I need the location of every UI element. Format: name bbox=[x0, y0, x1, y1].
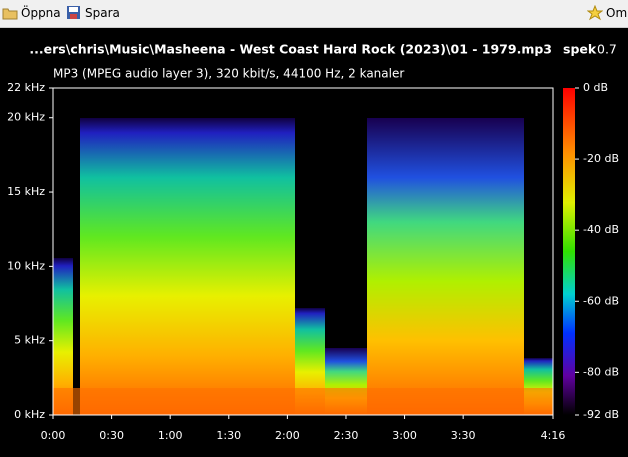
file-path: ...ers\chris\Music\Masheena - West Coast… bbox=[29, 42, 552, 57]
star-icon bbox=[587, 5, 603, 21]
x-tick-label: 2:30 bbox=[334, 429, 359, 442]
colorbar-tick-label: -20 dB bbox=[583, 152, 619, 165]
colorbar-tick-label: -40 dB bbox=[583, 223, 619, 236]
open-label: Öppna bbox=[21, 6, 61, 20]
colorbar-tick-label: -92 dB bbox=[583, 408, 619, 421]
x-tick-label: 3:00 bbox=[392, 429, 417, 442]
folder-icon bbox=[2, 8, 18, 20]
open-button[interactable]: Öppna bbox=[2, 4, 61, 22]
file-info: MP3 (MPEG audio layer 3), 320 kbit/s, 44… bbox=[53, 67, 404, 81]
y-tick-label: 5 kHz bbox=[14, 334, 45, 347]
spectrogram-image bbox=[53, 88, 553, 415]
x-tick-label: 2:00 bbox=[275, 429, 300, 442]
colorbar bbox=[563, 88, 575, 415]
y-tick-label: 20 kHz bbox=[7, 111, 45, 124]
disk-icon bbox=[67, 6, 80, 19]
colorbar-tick-label: -60 dB bbox=[583, 294, 619, 307]
x-tick-label: 0:30 bbox=[99, 429, 124, 442]
colorbar-tick-label: -80 dB bbox=[583, 365, 619, 378]
y-tick-label: 22 kHz bbox=[7, 81, 45, 94]
x-tick-label: 4:16 bbox=[541, 429, 566, 442]
app-name: spek bbox=[563, 42, 597, 57]
colorbar-tick-label: 0 dB bbox=[583, 81, 608, 94]
about-button[interactable]: Om bbox=[587, 4, 627, 22]
x-tick-label: 0:00 bbox=[41, 429, 66, 442]
x-tick-label: 1:30 bbox=[216, 429, 241, 442]
save-button[interactable]: Spara bbox=[66, 4, 120, 22]
y-tick-label: 15 kHz bbox=[7, 185, 45, 198]
x-tick-label: 3:30 bbox=[451, 429, 476, 442]
y-tick-label: 0 kHz bbox=[14, 408, 45, 421]
plot-frame bbox=[52, 87, 554, 416]
x-tick-label: 1:00 bbox=[158, 429, 183, 442]
save-label: Spara bbox=[85, 6, 120, 20]
about-label: Om bbox=[606, 6, 628, 20]
toolbar: Öppna Spara Om bbox=[0, 0, 628, 28]
app-version: 0.7 bbox=[597, 42, 617, 57]
y-tick-label: 10 kHz bbox=[7, 259, 45, 272]
spectrogram-view: ...ers\chris\Music\Masheena - West Coast… bbox=[7, 42, 619, 443]
